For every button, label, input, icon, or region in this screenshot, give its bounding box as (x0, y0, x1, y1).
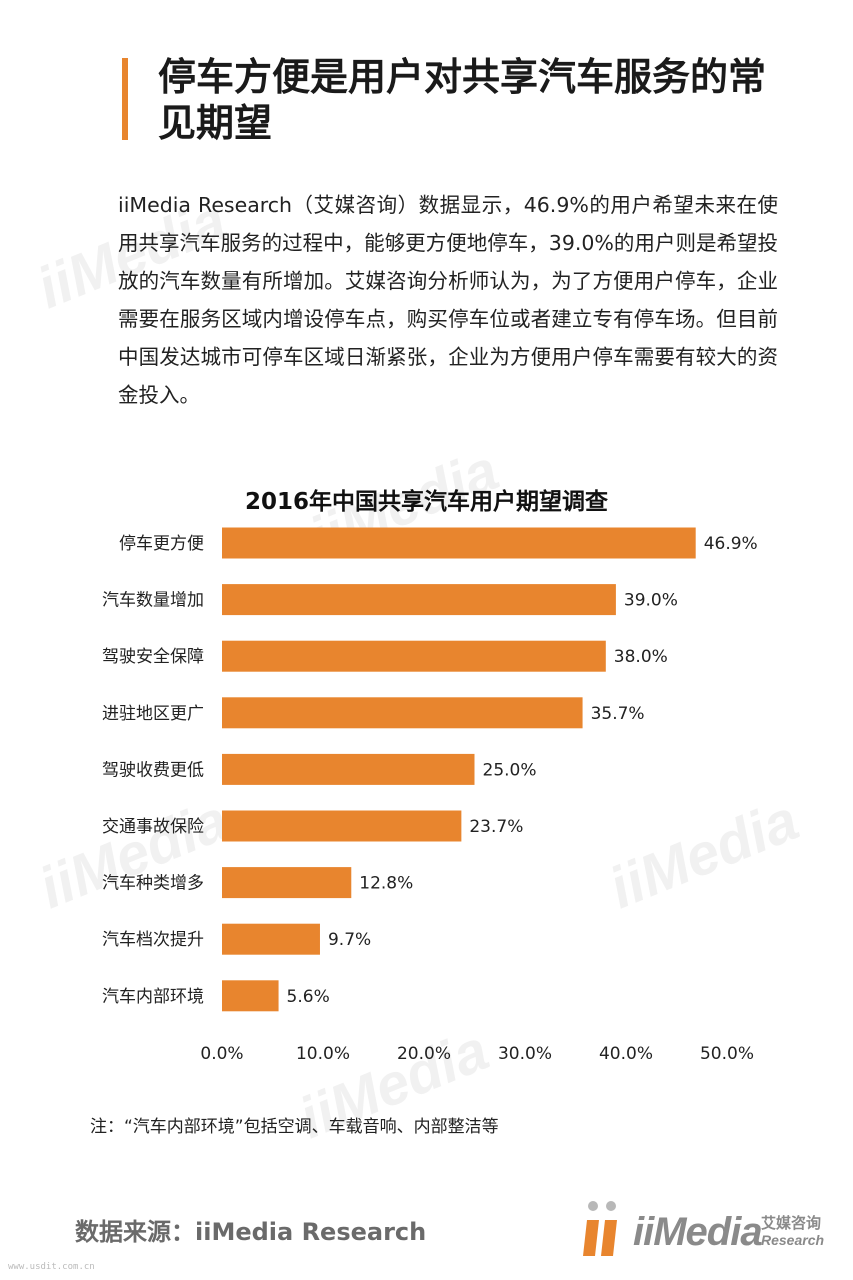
logo-mark-icon (583, 1201, 617, 1256)
category-label: 驾驶安全保障 (102, 647, 204, 667)
data-source: 数据来源：iiMedia Research (75, 1218, 427, 1246)
value-label: 35.7% (591, 704, 645, 724)
category-label: 汽车内部环境 (102, 987, 204, 1007)
value-label: 46.9% (704, 534, 758, 554)
x-tick-label: 40.0% (599, 1044, 653, 1064)
category-label: 汽车种类增多 (102, 874, 204, 894)
value-label: 9.7% (328, 930, 371, 950)
chart-title: 2016年中国共享汽车用户期望调查 (244, 489, 608, 515)
footnote: 注：“汽车内部环境”包括空调、车载音响、内部整洁等 (90, 1117, 499, 1137)
bar-5 (222, 753, 475, 785)
value-label: 39.0% (624, 591, 678, 611)
bar-3 (222, 640, 606, 672)
logo-text: iiMedia (633, 1210, 763, 1254)
title-accent-bar (122, 58, 128, 140)
x-tick-label: 10.0% (296, 1044, 350, 1064)
chart-bars (222, 527, 696, 1012)
chart-category-labels: 停车更方便汽车数量增加驾驶安全保障进驻地区更广驾驶收费更低交通事故保险汽车种类增… (102, 534, 204, 1007)
bar-2 (222, 584, 616, 616)
value-label: 5.6% (287, 987, 330, 1007)
x-tick-label: 20.0% (397, 1044, 451, 1064)
category-label: 汽车数量增加 (102, 591, 204, 611)
value-label: 38.0% (614, 647, 668, 667)
value-label: 25.0% (483, 760, 537, 780)
value-label: 23.7% (469, 817, 523, 837)
bar-9 (222, 980, 279, 1012)
footer-url: www.usdit.com.cn (8, 1262, 95, 1272)
x-tick-label: 50.0% (700, 1044, 754, 1064)
bar-6 (222, 810, 462, 842)
category-label: 交通事故保险 (102, 817, 204, 837)
category-label: 汽车档次提升 (102, 930, 204, 950)
bar-1 (222, 527, 696, 559)
brand-logo: iiMedia 艾媒咨询 Research (583, 1198, 833, 1262)
category-label: 进驻地区更广 (102, 704, 204, 724)
chart-value-labels: 46.9% 39.0% 38.0% 35.7% 25.0% 23.7% 12.8% 9.7% 5… (287, 534, 758, 1007)
body-paragraph: iiMedia Research（艾媒咨询）数据显示，46.9%的用户希望未来在… (118, 193, 778, 407)
page-title: 停车方便是用户对共享汽车服务的常见期望 (158, 55, 767, 145)
bar-8 (222, 923, 320, 955)
category-label: 停车更方便 (119, 534, 204, 554)
logo-cn: 艾媒咨询 (761, 1214, 822, 1232)
chart-x-tick-labels: 0.0% 10.0% 20.0% 30.0% 40.0% 50.0% (200, 1044, 754, 1064)
value-label: 12.8% (359, 874, 413, 894)
bar-chart: 停车更方便汽车数量增加驾驶安全保障进驻地区更广驾驶收费更低交通事故保险汽车种类增… (102, 527, 758, 1064)
category-label: 驾驶收费更低 (102, 760, 204, 780)
bar-7 (222, 867, 352, 899)
logo-en: Research (761, 1232, 825, 1248)
bar-4 (222, 697, 583, 729)
x-tick-label: 0.0% (200, 1044, 243, 1064)
x-tick-label: 30.0% (498, 1044, 552, 1064)
